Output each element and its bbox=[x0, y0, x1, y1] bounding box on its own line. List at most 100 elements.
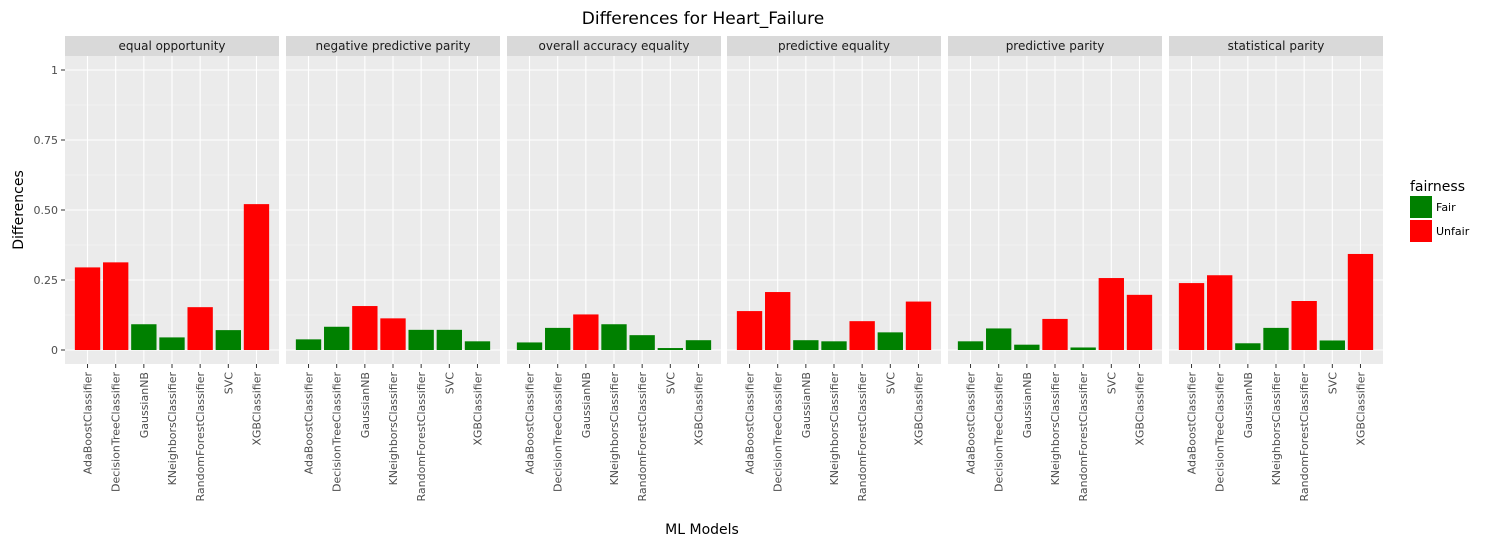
x-tick-label: RandomForestClassifier bbox=[856, 372, 869, 502]
bar bbox=[657, 348, 683, 350]
bar bbox=[765, 292, 791, 350]
facet-panel: statistical parity AdaBoostClassifier Deci… bbox=[1169, 36, 1383, 502]
bar bbox=[573, 314, 599, 350]
x-tick-label: DecisionTreeClassifier bbox=[331, 372, 344, 492]
x-tick-label: XGBClassifier bbox=[912, 372, 925, 446]
legend-title: fairness bbox=[1410, 179, 1465, 195]
facet-strip-label: equal opportunity bbox=[118, 39, 225, 53]
facet-panels: equal opportunity AdaBoostClassifier Decis… bbox=[65, 36, 1383, 502]
x-tick-label: XGBClassifier bbox=[1354, 372, 1367, 446]
bar bbox=[1347, 253, 1374, 350]
x-tick-label: SVC bbox=[1326, 372, 1339, 395]
bar bbox=[215, 330, 241, 350]
x-tick-label: KNeighborsClassifier bbox=[828, 372, 841, 486]
x-tick-label: GaussianNB bbox=[359, 372, 372, 438]
x-tick-label: SVC bbox=[1105, 372, 1118, 395]
bar bbox=[1178, 283, 1205, 350]
facet-panel: overall accuracy equality AdaBoostClassif… bbox=[507, 36, 721, 502]
x-tick-label: AdaBoostClassifier bbox=[744, 372, 757, 475]
legend: fairness Fair Unfair bbox=[1410, 179, 1470, 242]
x-tick-label: GaussianNB bbox=[1021, 372, 1034, 438]
facet-strip bbox=[1169, 36, 1383, 56]
x-tick-label: KNeighborsClassifier bbox=[166, 372, 179, 486]
x-tick-label: GaussianNB bbox=[138, 372, 151, 438]
legend-label: Unfair bbox=[1436, 225, 1470, 238]
facet-strip-label: predictive parity bbox=[1006, 39, 1105, 53]
x-tick-label: XGBClassifier bbox=[471, 372, 484, 446]
facet-strip-label: negative predictive parity bbox=[316, 39, 471, 53]
bar bbox=[1042, 318, 1068, 350]
legend-label: Fair bbox=[1436, 201, 1456, 214]
x-tick-label: RandomForestClassifier bbox=[415, 372, 428, 502]
bar bbox=[159, 337, 185, 350]
bar bbox=[1070, 347, 1096, 350]
y-axis-title: Differences bbox=[11, 170, 27, 249]
bar bbox=[1319, 340, 1345, 350]
bar bbox=[1126, 294, 1153, 350]
x-tick-label: XGBClassifier bbox=[692, 372, 705, 446]
x-tick-label: KNeighborsClassifier bbox=[1270, 372, 1283, 486]
bar bbox=[685, 340, 712, 350]
x-tick-label: SVC bbox=[443, 372, 456, 395]
bar bbox=[352, 306, 378, 350]
bar bbox=[957, 341, 984, 350]
x-tick-label: DecisionTreeClassifier bbox=[110, 372, 123, 492]
x-tick-label: GaussianNB bbox=[1242, 372, 1255, 438]
legend-entries: Fair Unfair bbox=[1410, 196, 1470, 242]
bar bbox=[1235, 343, 1261, 350]
bar bbox=[821, 341, 847, 350]
bar bbox=[464, 341, 491, 350]
x-tick-label: DecisionTreeClassifier bbox=[1214, 372, 1227, 492]
x-tick-label: DecisionTreeClassifier bbox=[772, 372, 785, 492]
x-tick-label: RandomForestClassifier bbox=[1298, 372, 1311, 502]
bar bbox=[103, 262, 129, 350]
bar bbox=[877, 332, 903, 350]
x-tick-label: KNeighborsClassifier bbox=[608, 372, 621, 486]
y-axis: 0 0.25 0.50 0.75 1 bbox=[34, 64, 65, 357]
legend-swatch bbox=[1410, 220, 1432, 242]
x-tick-label: SVC bbox=[664, 372, 677, 395]
y-tick-label: 1 bbox=[51, 64, 58, 77]
facet-panel: predictive equality AdaBoostClassifier Dec… bbox=[727, 36, 941, 502]
bar bbox=[187, 307, 213, 350]
x-tick-label: AdaBoostClassifier bbox=[1186, 372, 1199, 475]
bar bbox=[601, 324, 627, 350]
chart-title: Differences for Heart_Failure bbox=[582, 9, 824, 29]
bar bbox=[736, 311, 763, 350]
bar bbox=[793, 340, 819, 350]
bar bbox=[243, 204, 270, 350]
bar bbox=[295, 339, 322, 350]
x-tick-label: AdaBoostClassifier bbox=[965, 372, 978, 475]
bar bbox=[905, 301, 932, 350]
facet-strip bbox=[948, 36, 1162, 56]
y-tick-label: 0.25 bbox=[34, 274, 59, 287]
y-tick-label: 0.75 bbox=[34, 134, 59, 147]
x-tick-label: DecisionTreeClassifier bbox=[552, 372, 565, 492]
x-tick-label: GaussianNB bbox=[800, 372, 813, 438]
bar bbox=[74, 267, 101, 350]
legend-swatch bbox=[1410, 196, 1432, 218]
x-tick-label: SVC bbox=[884, 372, 897, 395]
facet-panel: predictive parity AdaBoostClassifier Decis… bbox=[948, 36, 1162, 502]
x-tick-label: GaussianNB bbox=[580, 372, 593, 438]
x-tick-label: XGBClassifier bbox=[1133, 372, 1146, 446]
x-tick-label: RandomForestClassifier bbox=[194, 372, 207, 502]
x-tick-label: XGBClassifier bbox=[250, 372, 263, 446]
x-tick-label: AdaBoostClassifier bbox=[82, 372, 95, 475]
bar bbox=[131, 324, 157, 350]
bar bbox=[1207, 275, 1233, 350]
bar bbox=[629, 335, 655, 350]
bar bbox=[516, 342, 543, 350]
bar bbox=[436, 329, 462, 350]
facet-strip bbox=[65, 36, 279, 56]
bar bbox=[849, 321, 875, 350]
y-tick-label: 0 bbox=[51, 344, 58, 357]
facet-strip bbox=[507, 36, 721, 56]
facet-strip-label: overall accuracy equality bbox=[539, 39, 690, 53]
x-axis-title: ML Models bbox=[665, 522, 739, 538]
bar bbox=[1098, 278, 1124, 350]
facet-strip bbox=[727, 36, 941, 56]
x-tick-label: AdaBoostClassifier bbox=[303, 372, 316, 475]
x-tick-label: KNeighborsClassifier bbox=[1049, 372, 1062, 486]
